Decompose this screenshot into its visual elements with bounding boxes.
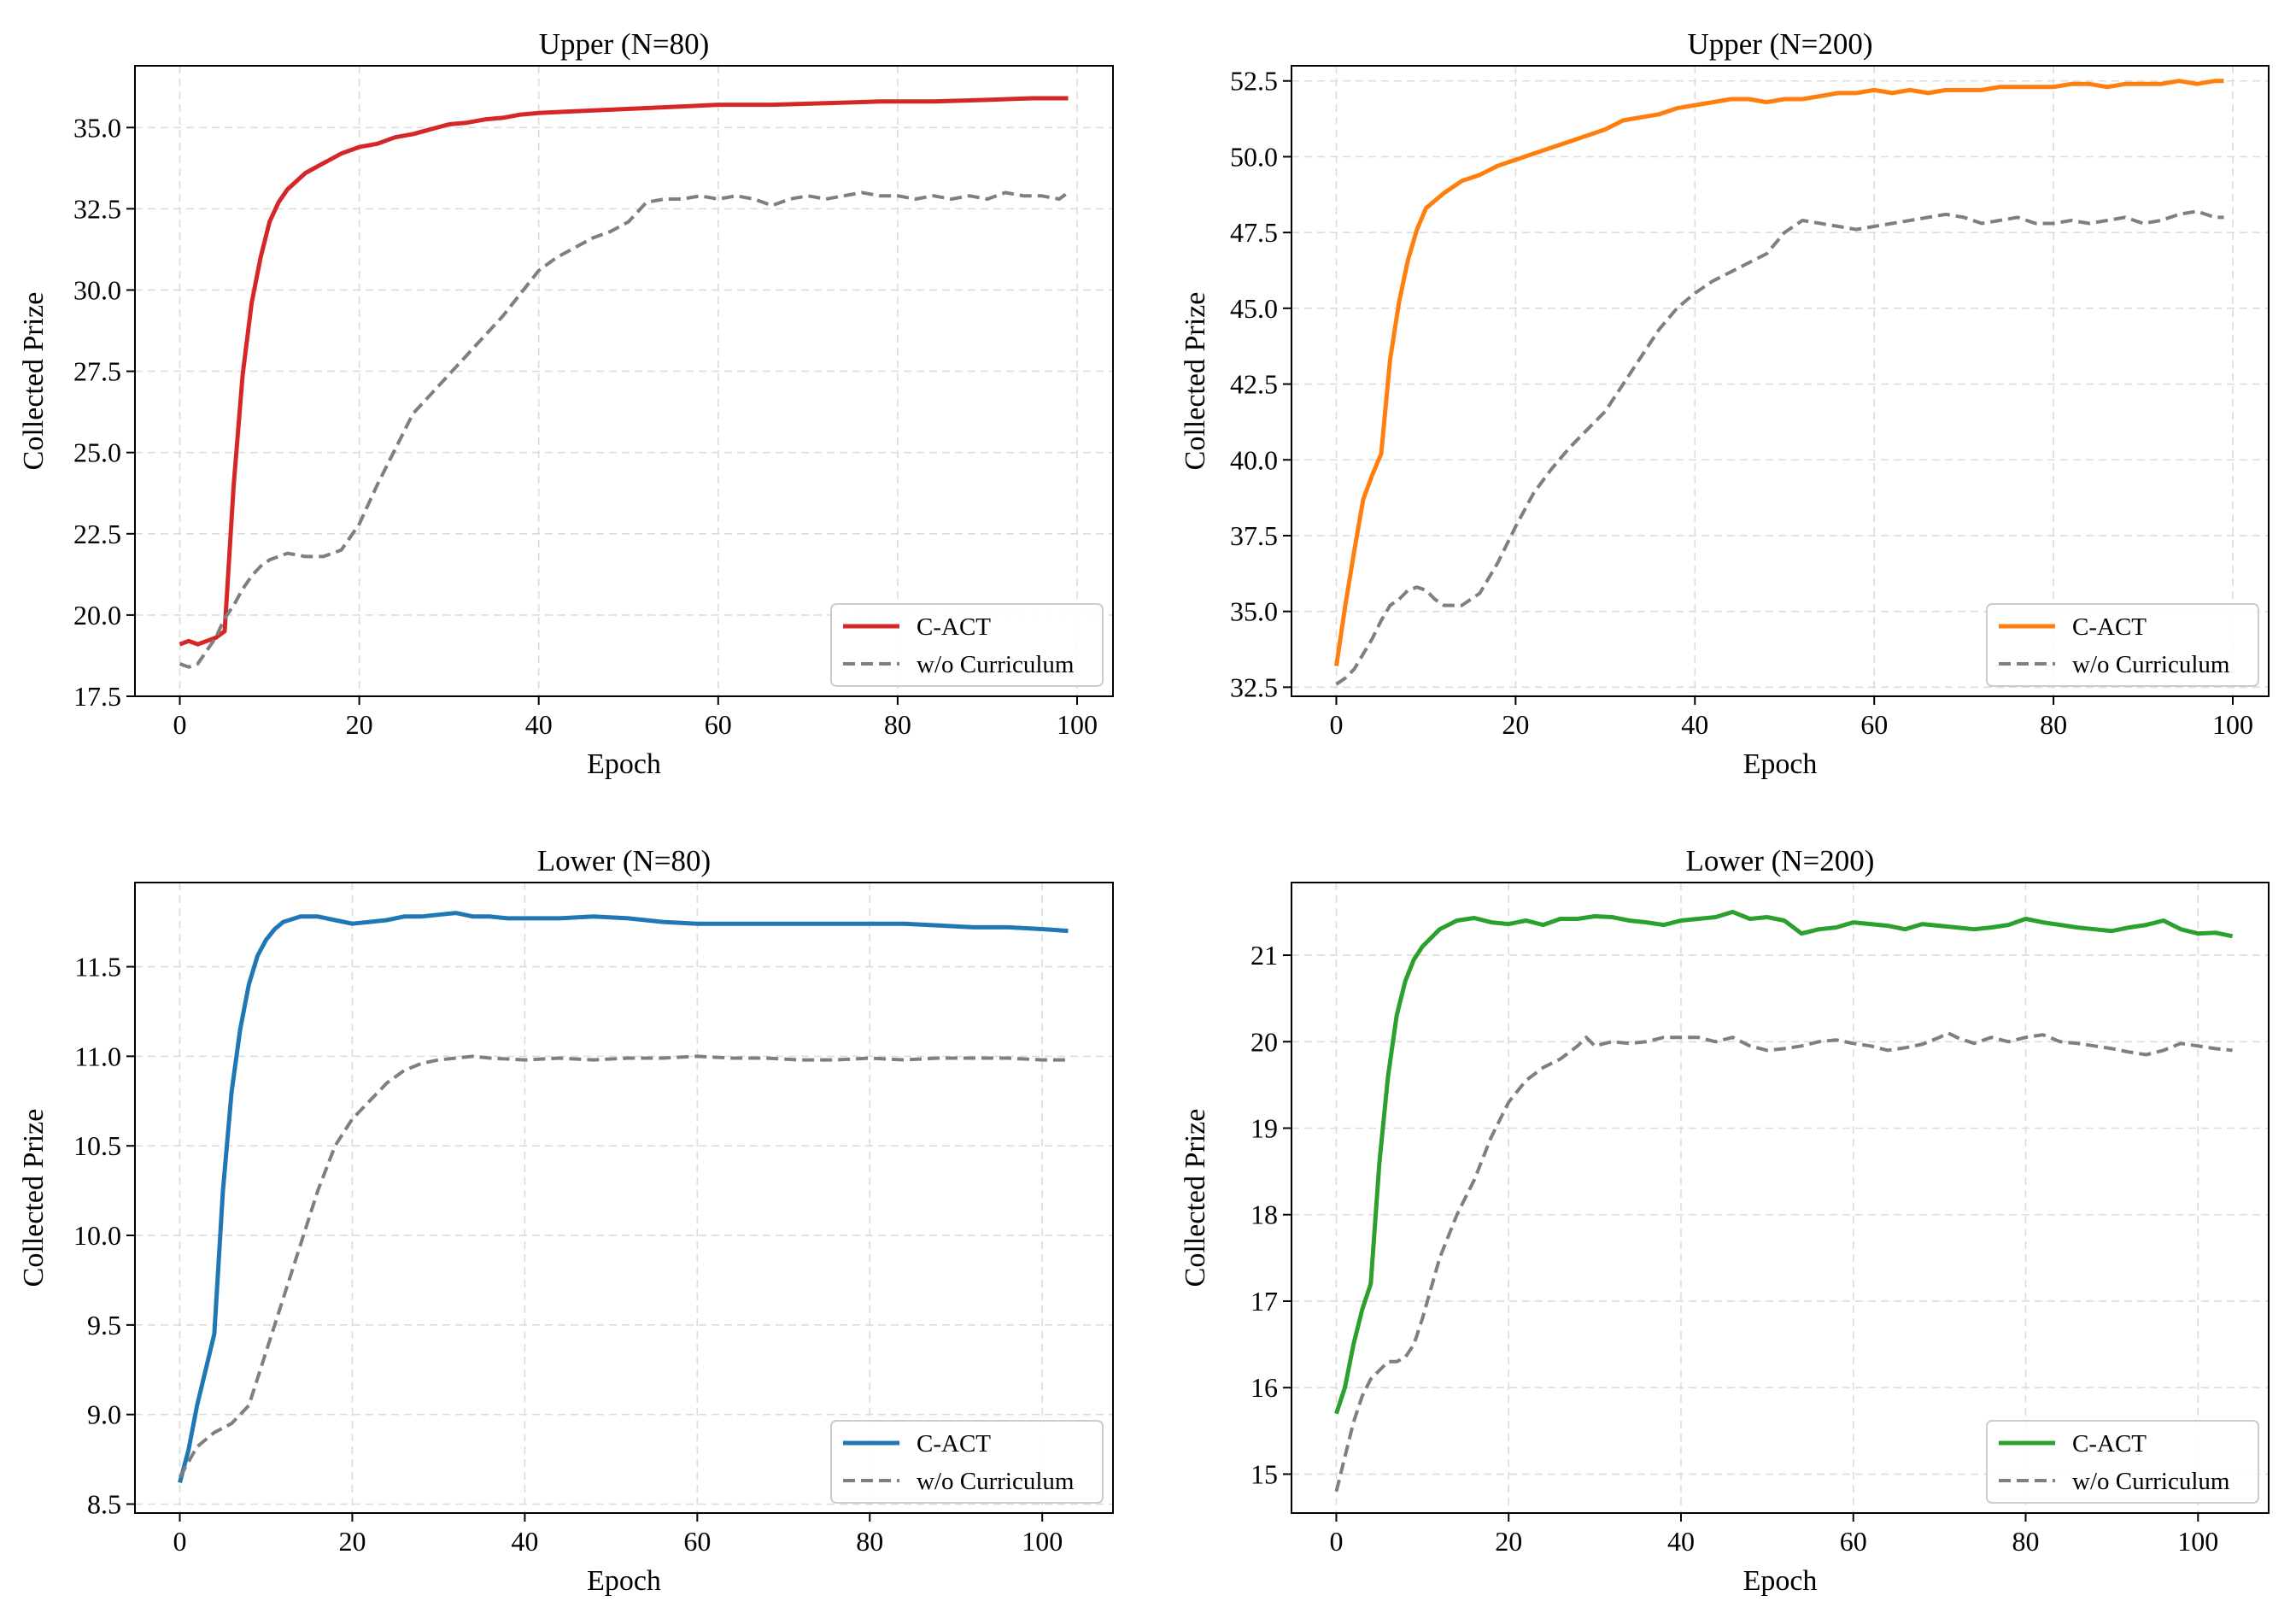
x-tick-label: 0	[1329, 709, 1343, 740]
x-tick-label: 20	[346, 709, 373, 740]
legend-label: C-ACT	[917, 1430, 991, 1458]
legend: C-ACT w/o Curriculum	[1986, 1420, 2259, 1504]
x-tick-label: 0	[173, 709, 187, 740]
legend-label: w/o Curriculum	[2072, 1468, 2230, 1495]
x-axis-label: Epoch	[1743, 1565, 1818, 1597]
legend-label: w/o Curriculum	[917, 651, 1075, 678]
x-axis-label: Epoch	[587, 748, 661, 780]
subplot-lower-n200: 0 20 40 60 80 100 15 16 17 18 19 20 21 Lower (N=200) E…	[1180, 844, 2270, 1597]
y-tick-label: 18	[1250, 1199, 1278, 1230]
series-line-wo-curriculum	[1334, 1031, 2233, 1493]
legend: C-ACT w/o Curriculum	[830, 1420, 1104, 1504]
x-tick-label: 100	[1057, 709, 1098, 740]
x-tick-label: 60	[683, 1526, 711, 1557]
y-tick-label: 16	[1250, 1372, 1278, 1403]
y-tick-label: 47.5	[1230, 217, 1278, 248]
series-line-c-act	[178, 911, 1069, 1484]
axes-frame	[134, 65, 1114, 697]
legend-label: C-ACT	[2072, 613, 2147, 641]
x-tick-label: 40	[1681, 709, 1708, 740]
y-tick-label: 8.5	[87, 1489, 121, 1520]
legend-label: C-ACT	[917, 613, 991, 641]
series-line-c-act	[1334, 909, 2234, 1415]
y-tick-label: 32.5	[1230, 672, 1278, 702]
y-tick-label: 52.5	[1230, 66, 1278, 97]
axes-frame	[1291, 65, 2270, 697]
x-tick-label: 100	[2177, 1526, 2218, 1557]
chart-title: Upper (N=200)	[1687, 27, 1872, 61]
x-tick-label: 60	[1860, 709, 1888, 740]
legend: C-ACT w/o Curriculum	[1986, 603, 2259, 687]
x-tick-label: 80	[2012, 1526, 2040, 1557]
y-tick-label: 15	[1250, 1458, 1278, 1489]
y-tick-label: 17	[1250, 1286, 1278, 1317]
y-tick-label: 20	[1250, 1026, 1278, 1057]
x-tick-label: 40	[1667, 1526, 1695, 1557]
y-axis-label: Collected Prize	[18, 1109, 50, 1287]
y-tick-label: 9.5	[87, 1310, 121, 1340]
axes-frame	[1291, 882, 2270, 1514]
y-tick-label: 45.0	[1230, 293, 1278, 324]
axes-frame	[134, 882, 1114, 1514]
x-tick-label: 80	[856, 1526, 883, 1557]
series-line-wo-curriculum	[1335, 209, 2224, 686]
x-tick-label: 40	[525, 709, 553, 740]
legend-label: w/o Curriculum	[2072, 651, 2230, 678]
y-tick-label: 35.0	[73, 112, 121, 143]
series-line-wo-curriculum	[179, 191, 1069, 669]
x-tick-label: 0	[1329, 1526, 1343, 1557]
y-tick-label: 32.5	[73, 193, 121, 224]
subplot-upper-n80: 0 20 40 60 80 100 17.5 20.0 22.5 25.0 27.5 30.0 32.5…	[18, 27, 1114, 780]
y-tick-label: 10.0	[73, 1220, 121, 1251]
chart-title: Upper (N=80)	[539, 27, 710, 61]
x-tick-label: 60	[1840, 1526, 1867, 1557]
legend-label: C-ACT	[2072, 1430, 2147, 1458]
y-tick-label: 37.5	[1230, 520, 1278, 551]
y-axis-label: Collected Prize	[18, 292, 50, 471]
series-line-wo-curriculum	[178, 1054, 1069, 1479]
x-tick-label: 60	[705, 709, 732, 740]
y-tick-label: 40.0	[1230, 444, 1278, 475]
x-tick-label: 20	[1502, 709, 1529, 740]
x-tick-label: 20	[338, 1526, 366, 1557]
y-axis-label: Collected Prize	[1180, 1109, 1211, 1287]
y-tick-label: 50.0	[1230, 141, 1278, 172]
legend-label: w/o Curriculum	[917, 1468, 1075, 1495]
y-tick-label: 30.0	[73, 274, 121, 305]
y-tick-label: 20.0	[73, 600, 121, 631]
x-axis-label: Epoch	[1743, 748, 1818, 780]
y-tick-label: 25.0	[73, 437, 121, 468]
y-tick-label: 35.0	[1230, 596, 1278, 627]
legend: C-ACT w/o Curriculum	[830, 603, 1104, 687]
series-line-c-act	[1334, 79, 2224, 666]
subplot-upper-n200: 0 20 40 60 80 100 32.5 35.0 37.5 40.0 42.5 45.0 47.5…	[1180, 27, 2270, 780]
y-tick-label: 42.5	[1230, 369, 1278, 400]
x-tick-label: 20	[1495, 1526, 1522, 1557]
x-tick-label: 0	[173, 1526, 187, 1557]
y-axis-label: Collected Prize	[1180, 292, 1211, 471]
y-tick-label: 19	[1250, 1113, 1278, 1144]
y-tick-label: 27.5	[73, 356, 121, 387]
y-tick-label: 22.5	[73, 519, 121, 549]
x-tick-label: 80	[884, 709, 911, 740]
y-tick-label: 9.0	[87, 1399, 121, 1430]
series-line-c-act	[179, 96, 1069, 647]
subplot-lower-n80: 0 20 40 60 80 100 8.5 9.0 9.5 10.0 10.5 11.0 11.5 Low…	[18, 844, 1114, 1597]
x-tick-label: 100	[2212, 709, 2253, 740]
y-tick-label: 17.5	[73, 681, 121, 712]
x-tick-label: 40	[511, 1526, 538, 1557]
x-tick-label: 100	[1022, 1526, 1063, 1557]
y-tick-label: 11.5	[74, 952, 121, 982]
chart-title: Lower (N=80)	[537, 844, 711, 877]
y-tick-label: 21	[1250, 940, 1278, 971]
x-axis-label: Epoch	[587, 1565, 661, 1597]
y-tick-label: 11.0	[74, 1041, 121, 1071]
chart-title: Lower (N=200)	[1686, 844, 1875, 877]
x-tick-label: 80	[2040, 709, 2067, 740]
y-tick-label: 10.5	[73, 1130, 121, 1161]
